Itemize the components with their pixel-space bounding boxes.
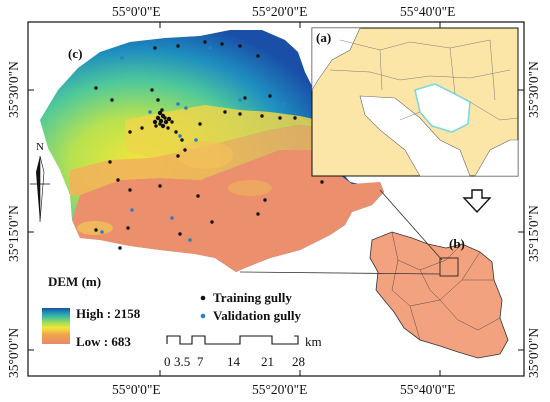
dem-legend-title: DEM (m): [48, 274, 101, 289]
validation-gully-points: [100, 46, 286, 242]
training-legend-marker: [200, 295, 206, 301]
scale-tick-5: 28: [292, 354, 305, 369]
scale-tick-1: 3.5: [174, 354, 190, 369]
inset-a-label: (a): [316, 30, 331, 45]
dem-legend: DEM (m) High : 2158 Low : 683: [42, 274, 141, 349]
right-coord-1: 35°30'0"N: [526, 61, 541, 118]
training-legend-label: Training gully: [213, 290, 292, 305]
dem-color-ramp: [42, 308, 70, 344]
training-gully-points: [94, 40, 324, 250]
inset-b-label: (b): [449, 236, 465, 251]
top-coord-3: 55°40'0"E: [400, 4, 455, 19]
dem-low-label: Low : 683: [76, 334, 131, 349]
top-coord-2: 55°20'0"E: [252, 4, 307, 19]
scale-tick-0: 0: [164, 354, 171, 369]
left-coord-3: 35°0'0"N: [6, 328, 21, 378]
left-coord-1: 35°30'0"N: [6, 61, 21, 118]
bottom-coord-2: 55°20'0"E: [252, 382, 307, 397]
arrow-down-icon: [462, 189, 492, 214]
scale-unit: km: [305, 334, 322, 349]
bottom-coord-1: 55°0'0"E: [112, 382, 161, 397]
north-arrow-icon: N: [30, 141, 50, 223]
scale-tick-4: 21: [261, 354, 274, 369]
left-coord-2: 35°15'0"N: [6, 205, 21, 262]
inset-a-region-map: (a): [311, 27, 519, 177]
inset-b-iran-map: (b): [369, 231, 509, 359]
validation-legend-label: Validation gully: [213, 308, 302, 323]
inset-connector-lines: [239, 189, 443, 275]
scale-tick-3: 14: [227, 354, 241, 369]
validation-legend-marker: [200, 313, 206, 319]
points-legend: Training gully Validation gully: [200, 290, 302, 323]
bottom-coord-3: 55°40'0"E: [400, 382, 455, 397]
graticule-ticks: [28, 22, 524, 376]
right-coord-3: 35°0'0"N: [526, 328, 541, 378]
training-gully-cluster: [152, 110, 172, 129]
dem-study-area: [40, 30, 384, 272]
dem-high-label: High : 2158: [76, 306, 141, 321]
inset-c-label: (c): [68, 46, 82, 61]
north-arrow-label: N: [36, 141, 44, 153]
right-coord-2: 35°15'0"N: [526, 205, 541, 262]
top-coord-1: 55°0'0"E: [112, 4, 161, 19]
scale-bar: 0 3.5 7 14 21 28 km: [164, 334, 322, 369]
scale-tick-2: 7: [197, 354, 204, 369]
